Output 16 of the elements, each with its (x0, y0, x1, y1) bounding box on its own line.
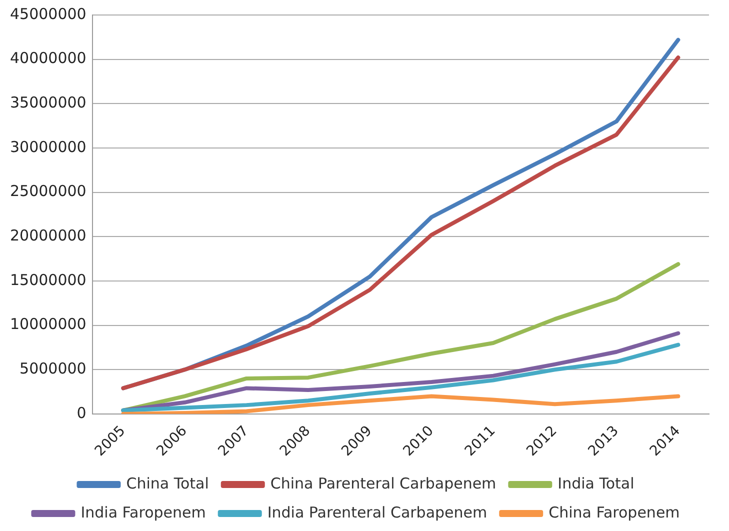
y-tick-label: 10000000 (10, 315, 86, 334)
legend-label: China Total (126, 474, 209, 492)
y-tick-label: 40000000 (10, 49, 86, 68)
legend-label: India Total (558, 474, 634, 492)
y-tick-label: 45000000 (10, 4, 86, 23)
legend-label: India Parenteral Carbapenem (267, 503, 488, 522)
legend-label: China Faropenem (548, 503, 680, 522)
y-tick-label: 35000000 (10, 94, 86, 112)
y-tick-label: 5000000 (20, 359, 86, 378)
y-tick-label: 0 (76, 404, 86, 422)
y-tick-label: 25000000 (10, 182, 86, 200)
legend-label: China Parenteral Carbapenem (270, 474, 496, 492)
legend-label: India Faropenem (80, 503, 206, 522)
y-tick-label: 20000000 (10, 226, 86, 245)
y-tick-label: 30000000 (10, 138, 86, 156)
y-tick-label: 15000000 (10, 270, 86, 289)
